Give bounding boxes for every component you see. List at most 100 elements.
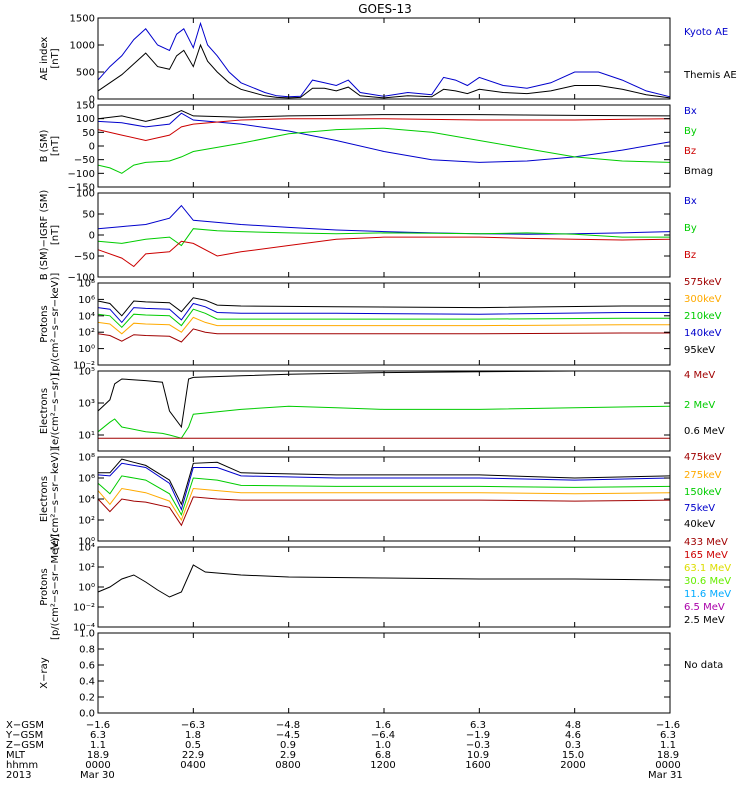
footer-value: 6.3 [90,730,106,741]
y-tick-label: 10⁻⁴ [73,623,95,634]
y-tick-label: 0 [89,142,95,153]
y-tick-label: 10² [78,563,95,574]
y-tick-label: 0.0 [79,709,95,720]
footer-value: −4.5 [276,730,300,741]
legend-entry: By [684,126,697,137]
y-tick-label: 10² [78,328,95,339]
y-tick-label: 10⁰ [78,583,95,594]
series-b_sm-green [97,127,671,174]
legend-entry: 75keV [684,503,715,514]
legend-entry: Bmag [684,166,713,177]
series-protons_low-green [97,308,670,329]
footer-value: −1.6 [656,720,680,731]
footer-value: 6.3 [660,730,676,741]
y-tick-label: 10⁶ [78,474,95,485]
series-b_sm-blue [97,112,671,163]
footer-value: 1600 [465,760,490,771]
footer-value: −6.4 [371,730,395,741]
footer-value: −6.3 [181,720,205,731]
panel-frame [97,632,671,714]
panel-frame [97,17,671,100]
series-electrons_kev-black [98,458,671,506]
panel-b_sm_igrf: −100 −50 0 50 100 B (SM)−IGRF (SM) [nT] Bx By Bz [39,189,697,284]
y-tick-label: 10⁰ [78,537,95,548]
y-tick-label: 10² [78,516,95,527]
series-electrons_kev-darkred [97,496,671,527]
y-tick-label: 10⁴ [78,311,95,322]
footer-row-label: X−GSM [6,720,44,731]
footer-row-label: hhmm [6,760,38,771]
series-b_sm-red [97,118,671,142]
y-tick-label: 1000 [70,41,95,52]
y-tick-label: 0.2 [79,693,95,704]
legend-entry: 275keV [684,470,722,481]
y-axis-label: [nT] [50,225,61,245]
y-tick-label: −150 [68,183,95,194]
y-axis-label: Protons [39,568,50,605]
footer-value: −0.3 [466,740,490,751]
legend-entry: 2 MeV [684,400,715,411]
y-axis-label: [nT] [50,136,61,156]
y-tick-label: 50 [82,210,95,221]
y-tick-label: −100 [68,169,95,180]
y-axis-label: [nT] [50,48,61,68]
series-electrons_kev-orange [97,487,671,522]
series-electrons_kev-blue [97,462,671,511]
y-tick-label: 10⁻² [73,361,95,372]
series-ae-black [97,43,671,99]
orbit-footer: X−GSM −1.6 −6.3 −4.8 1.6 6.3 4.8 −1.6Y−GSM 6.3 1.… [5,720,683,781]
footer-value: 1.8 [185,730,201,741]
legend-entry: Bz [684,146,696,157]
legend-entry: 40keV [684,519,715,530]
footer-value: 18.9 [657,750,679,761]
y-tick-label: −50 [74,155,95,166]
series-electrons_kev-green [97,475,671,517]
panel-xray: 0.0 0.2 0.4 0.6 0.8 1.0 X−ray No data [39,629,723,720]
panel-protons_low: 10⁻² 10⁰ 10² 10⁴ 10⁶ 10⁸ Protons [p/(cm²−s−sr−k… [39,273,722,376]
y-axis-label: Electrons [39,476,50,522]
series-b_sm_igrf-blue [97,204,671,235]
panel-frame [97,282,671,366]
footer-value: 1.0 [375,740,391,751]
y-tick-label: 10⁵ [78,367,95,378]
panel-protons_high: 10⁻⁴ 10⁻² 10⁰ 10² 10⁴ Protons [p/(cm²−s−sr−MeV… [39,534,731,640]
footer-value: 1200 [370,760,395,771]
panel-electrons_mev: 10¹ 10³ 10⁵ Electrons [e/(cm²−s−sr)] 4 MeV 2 M… [39,367,725,452]
series-electrons_mev-black [97,370,670,429]
y-tick-label: 10⁸ [78,453,95,464]
series-protons_low-black [97,297,670,317]
series-ae-blue [97,21,671,98]
series-electrons_mev-green [97,405,671,439]
legend-entry: 2.5 MeV [684,615,725,626]
plot-title: GOES-13 [358,2,412,16]
legend-entry: 6.5 MeV [684,602,725,613]
y-tick-label: 10⁴ [78,495,95,506]
footer-value: 4.8 [565,720,581,731]
series-protons_high-black [97,564,671,598]
footer-row-label: MLT [6,750,26,761]
footer-value: 22.9 [182,750,204,761]
legend-entry: 433 MeV [684,537,728,548]
y-axis-label: Protons [39,305,50,342]
footer-value: 0.3 [565,740,581,751]
footer-value: −4.8 [276,720,300,731]
legend-entry: No data [684,660,723,671]
footer-value: 1.1 [90,740,106,751]
footer-value: 0800 [275,760,300,771]
legend-entry: 475keV [684,452,722,463]
y-tick-label: 10⁴ [78,543,95,554]
panel-frame [97,456,671,542]
y-axis-label: B (SM)−IGRF (SM) [39,190,50,281]
panel-ae: 0 500 1000 1500 AE index [nT] Kyoto AE Themis A… [39,14,737,106]
footer-value: 0.9 [280,740,296,751]
series-b_sm_igrf-green [97,228,670,247]
series-protons_low-blue [97,302,670,324]
legend-entry: Kyoto AE [684,27,728,38]
legend-entry: Bx [684,196,697,207]
footer-value: 0.5 [185,740,201,751]
y-tick-label: 10⁶ [78,295,95,306]
legend-entry: Themis AE [683,70,737,81]
y-tick-label: −50 [74,252,95,263]
y-axis-label: [e/(cm²−s−sr−keV)] [50,448,61,551]
